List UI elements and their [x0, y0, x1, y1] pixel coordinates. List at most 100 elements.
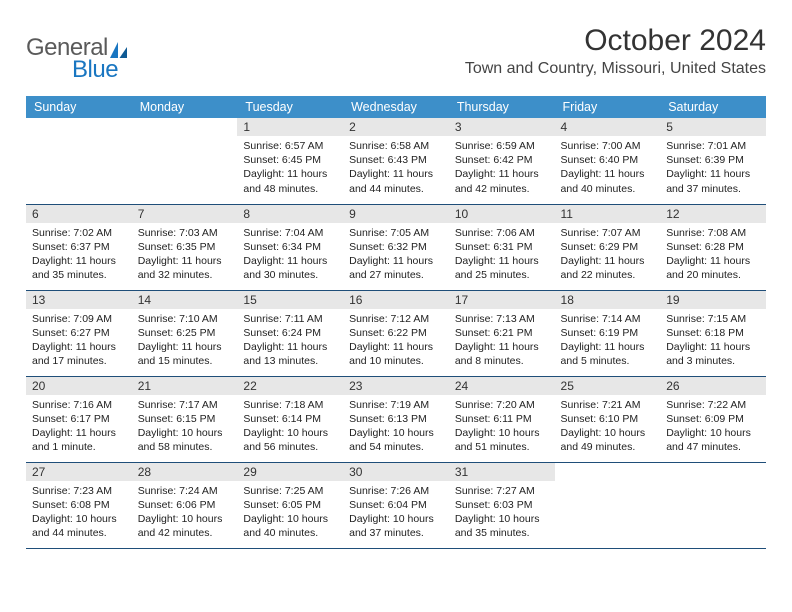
day-number: 31: [449, 463, 555, 481]
day-detail-line: and 15 minutes.: [138, 354, 232, 368]
day-detail-line: and 10 minutes.: [349, 354, 443, 368]
calendar-week-row: 20Sunrise: 7:16 AMSunset: 6:17 PMDayligh…: [26, 376, 766, 462]
day-detail-line: Daylight: 10 hours: [455, 512, 549, 526]
day-details: Sunrise: 7:00 AMSunset: 6:40 PMDaylight:…: [555, 136, 661, 200]
calendar-day-cell: [555, 462, 661, 548]
calendar-header-row: Sunday Monday Tuesday Wednesday Thursday…: [26, 96, 766, 118]
day-detail-line: Sunset: 6:08 PM: [32, 498, 126, 512]
day-detail-line: Daylight: 10 hours: [138, 426, 232, 440]
day-detail-line: Daylight: 11 hours: [32, 340, 126, 354]
calendar-day-cell: [26, 118, 132, 204]
day-details: Sunrise: 7:09 AMSunset: 6:27 PMDaylight:…: [26, 309, 132, 373]
day-detail-line: Daylight: 11 hours: [666, 167, 760, 181]
day-detail-line: Sunrise: 7:16 AM: [32, 398, 126, 412]
day-number: 14: [132, 291, 238, 309]
day-details: Sunrise: 6:58 AMSunset: 6:43 PMDaylight:…: [343, 136, 449, 200]
calendar-day-cell: 5Sunrise: 7:01 AMSunset: 6:39 PMDaylight…: [660, 118, 766, 204]
day-details: Sunrise: 7:18 AMSunset: 6:14 PMDaylight:…: [237, 395, 343, 459]
day-detail-line: Sunrise: 7:18 AM: [243, 398, 337, 412]
day-detail-line: Daylight: 11 hours: [243, 167, 337, 181]
day-detail-line: Sunrise: 6:57 AM: [243, 139, 337, 153]
day-detail-line: Sunset: 6:39 PM: [666, 153, 760, 167]
day-number: 10: [449, 205, 555, 223]
day-detail-line: Sunrise: 6:58 AM: [349, 139, 443, 153]
day-details: Sunrise: 7:15 AMSunset: 6:18 PMDaylight:…: [660, 309, 766, 373]
day-detail-line: and 40 minutes.: [561, 182, 655, 196]
day-detail-line: Daylight: 11 hours: [666, 254, 760, 268]
calendar-week-row: 6Sunrise: 7:02 AMSunset: 6:37 PMDaylight…: [26, 204, 766, 290]
day-header-sunday: Sunday: [26, 96, 132, 118]
calendar-day-cell: 27Sunrise: 7:23 AMSunset: 6:08 PMDayligh…: [26, 462, 132, 548]
day-details: Sunrise: 7:03 AMSunset: 6:35 PMDaylight:…: [132, 223, 238, 287]
day-detail-line: Sunset: 6:37 PM: [32, 240, 126, 254]
day-detail-line: Daylight: 11 hours: [32, 426, 126, 440]
day-number: 30: [343, 463, 449, 481]
day-header-wednesday: Wednesday: [343, 96, 449, 118]
day-detail-line: Daylight: 11 hours: [243, 340, 337, 354]
day-detail-line: Daylight: 11 hours: [561, 254, 655, 268]
day-details: Sunrise: 7:26 AMSunset: 6:04 PMDaylight:…: [343, 481, 449, 545]
day-details: Sunrise: 7:27 AMSunset: 6:03 PMDaylight:…: [449, 481, 555, 545]
day-number: 29: [237, 463, 343, 481]
calendar-day-cell: 18Sunrise: 7:14 AMSunset: 6:19 PMDayligh…: [555, 290, 661, 376]
day-detail-line: Sunrise: 7:21 AM: [561, 398, 655, 412]
day-detail-line: Sunrise: 6:59 AM: [455, 139, 549, 153]
day-detail-line: Daylight: 11 hours: [561, 167, 655, 181]
day-detail-line: Sunset: 6:34 PM: [243, 240, 337, 254]
day-details: Sunrise: 7:21 AMSunset: 6:10 PMDaylight:…: [555, 395, 661, 459]
calendar-day-cell: 4Sunrise: 7:00 AMSunset: 6:40 PMDaylight…: [555, 118, 661, 204]
day-detail-line: Sunset: 6:22 PM: [349, 326, 443, 340]
day-detail-line: Sunset: 6:10 PM: [561, 412, 655, 426]
day-details: Sunrise: 7:16 AMSunset: 6:17 PMDaylight:…: [26, 395, 132, 459]
day-details: Sunrise: 7:17 AMSunset: 6:15 PMDaylight:…: [132, 395, 238, 459]
day-details: Sunrise: 7:06 AMSunset: 6:31 PMDaylight:…: [449, 223, 555, 287]
day-details: Sunrise: 7:02 AMSunset: 6:37 PMDaylight:…: [26, 223, 132, 287]
day-detail-line: Sunrise: 7:19 AM: [349, 398, 443, 412]
day-number: 18: [555, 291, 661, 309]
calendar-day-cell: 14 Sunrise: 7:10 AMSunset: 6:25 PMDayligh…: [132, 290, 238, 376]
location-text: Town and Country, Missouri, United State…: [465, 60, 766, 78]
calendar-day-cell: 20Sunrise: 7:16 AMSunset: 6:17 PMDayligh…: [26, 376, 132, 462]
day-detail-line: Daylight: 10 hours: [561, 426, 655, 440]
day-detail-line: Daylight: 11 hours: [138, 340, 232, 354]
day-number: [26, 118, 132, 136]
calendar-day-cell: 3Sunrise: 6:59 AMSunset: 6:42 PMDaylight…: [449, 118, 555, 204]
day-detail-line: and 35 minutes.: [455, 526, 549, 540]
day-detail-line: Daylight: 10 hours: [138, 512, 232, 526]
day-details: [660, 481, 766, 488]
day-detail-line: Sunset: 6:13 PM: [349, 412, 443, 426]
day-detail-line: Sunrise: 7:17 AM: [138, 398, 232, 412]
calendar-day-cell: 29Sunrise: 7:25 AMSunset: 6:05 PMDayligh…: [237, 462, 343, 548]
day-details: Sunrise: 7:08 AMSunset: 6:28 PMDaylight:…: [660, 223, 766, 287]
day-details: Sunrise: 7:25 AMSunset: 6:05 PMDaylight:…: [237, 481, 343, 545]
calendar-table: Sunday Monday Tuesday Wednesday Thursday…: [26, 96, 766, 549]
day-number: [660, 463, 766, 481]
day-detail-line: Sunset: 6:14 PM: [243, 412, 337, 426]
day-number: 4: [555, 118, 661, 136]
day-number: 24: [449, 377, 555, 395]
day-detail-line: Sunset: 6:24 PM: [243, 326, 337, 340]
calendar-day-cell: 22Sunrise: 7:18 AMSunset: 6:14 PMDayligh…: [237, 376, 343, 462]
day-number: 12: [660, 205, 766, 223]
day-detail-line: Daylight: 10 hours: [349, 512, 443, 526]
day-detail-line: Daylight: 11 hours: [243, 254, 337, 268]
day-number: [132, 118, 238, 136]
day-detail-line: Daylight: 11 hours: [455, 340, 549, 354]
day-detail-line: Sunset: 6:29 PM: [561, 240, 655, 254]
day-details: Sunrise: 7:12 AMSunset: 6:22 PMDaylight:…: [343, 309, 449, 373]
day-detail-line: Sunrise: 7:15 AM: [666, 312, 760, 326]
day-details: Sunrise: 7:19 AMSunset: 6:13 PMDaylight:…: [343, 395, 449, 459]
day-number: 21: [132, 377, 238, 395]
day-detail-line: Sunrise: 7:04 AM: [243, 226, 337, 240]
day-detail-line: Daylight: 11 hours: [138, 254, 232, 268]
day-detail-line: Sunset: 6:25 PM: [138, 326, 232, 340]
day-detail-line: and 32 minutes.: [138, 268, 232, 282]
calendar-day-cell: 6Sunrise: 7:02 AMSunset: 6:37 PMDaylight…: [26, 204, 132, 290]
calendar-day-cell: 23Sunrise: 7:19 AMSunset: 6:13 PMDayligh…: [343, 376, 449, 462]
day-detail-line: Sunset: 6:11 PM: [455, 412, 549, 426]
day-detail-line: Sunrise: 7:10 AM: [138, 312, 232, 326]
day-detail-line: Sunrise: 7:12 AM: [349, 312, 443, 326]
day-detail-line: and 51 minutes.: [455, 440, 549, 454]
day-detail-line: Sunset: 6:31 PM: [455, 240, 549, 254]
day-details: Sunrise: 6:57 AMSunset: 6:45 PMDaylight:…: [237, 136, 343, 200]
